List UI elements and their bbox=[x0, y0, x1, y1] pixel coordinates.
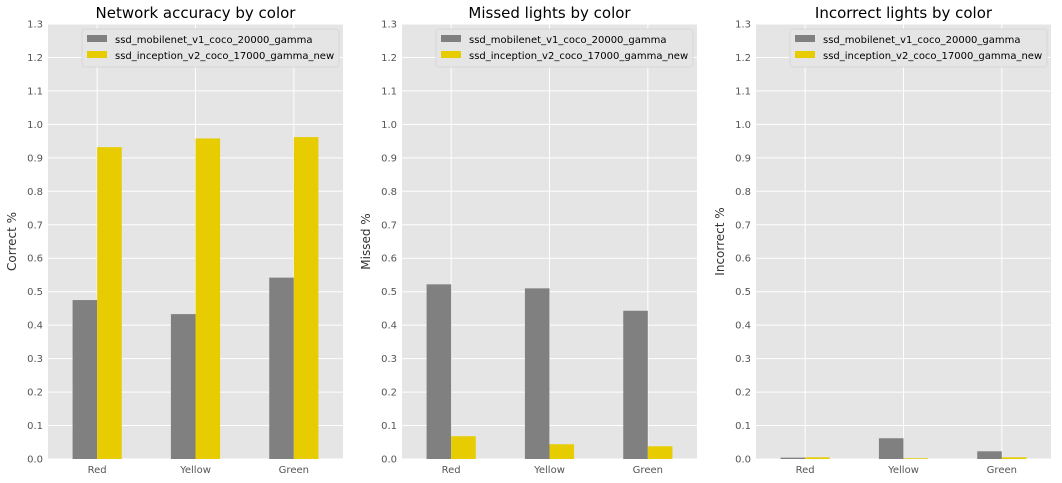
chart-title: Incorrect lights by color bbox=[815, 4, 993, 22]
legend-entry: ssd_inception_v2_coco_17000_gamma_new bbox=[115, 51, 334, 62]
y-tick-label: 0.2 bbox=[381, 388, 397, 399]
y-tick-label: 0.6 bbox=[27, 254, 43, 265]
legend-swatch bbox=[795, 51, 815, 58]
legend-swatch bbox=[441, 51, 461, 58]
y-tick-label: 0.9 bbox=[735, 153, 751, 164]
y-tick-label: 1.3 bbox=[735, 20, 751, 31]
x-tick-label: Red bbox=[442, 465, 461, 476]
y-tick-label: 1.2 bbox=[735, 53, 751, 64]
y-tick-label: 0.1 bbox=[27, 421, 43, 432]
bar-yellow-series-2 bbox=[549, 444, 575, 459]
y-tick-label: 1.3 bbox=[27, 20, 43, 31]
y-tick-label: 0.1 bbox=[735, 421, 751, 432]
y-tick-label: 1.2 bbox=[381, 53, 397, 64]
bar-red-series-1 bbox=[426, 284, 452, 459]
x-tick-label: Yellow bbox=[179, 465, 211, 476]
y-tick-label: 1.3 bbox=[381, 20, 397, 31]
y-tick-label: 0.5 bbox=[735, 287, 751, 298]
y-tick-label: 0.6 bbox=[381, 254, 397, 265]
y-tick-label: 0.0 bbox=[381, 455, 397, 466]
y-tick-label: 0.4 bbox=[27, 321, 43, 332]
bar-yellow-series-2 bbox=[903, 458, 929, 459]
y-tick-label: 0.6 bbox=[735, 254, 751, 265]
y-tick-label: 0.5 bbox=[381, 287, 397, 298]
y-tick-label: 0.3 bbox=[27, 354, 43, 365]
x-tick-label: Green bbox=[987, 465, 1017, 476]
chart-panel-1: 0.0 0.1 0.2 0.3 0.4 0.5 0.6 0.7 0.8 0.9 1.0 1.1 1.2 1… bbox=[5, 4, 343, 476]
y-tick-label: 0.1 bbox=[381, 421, 397, 432]
bar-green-series-2 bbox=[1001, 457, 1027, 459]
x-tick-label: Green bbox=[279, 465, 309, 476]
legend-entry: ssd_inception_v2_coco_17000_gamma_new bbox=[469, 51, 688, 62]
y-tick-label: 0.2 bbox=[27, 388, 43, 399]
legend-box bbox=[435, 28, 694, 68]
y-tick-label: 0.7 bbox=[735, 220, 751, 231]
y-tick-label: 1.0 bbox=[27, 120, 43, 131]
bar-red-series-1 bbox=[780, 457, 806, 459]
y-tick-label: 1.0 bbox=[381, 120, 397, 131]
x-tick-label: Yellow bbox=[887, 465, 919, 476]
y-axis-label: Correct % bbox=[5, 212, 19, 271]
y-axis-label: Missed % bbox=[359, 213, 373, 269]
legend-entry: ssd_inception_v2_coco_17000_gamma_new bbox=[823, 51, 1042, 62]
bar-yellow-series-1 bbox=[524, 288, 550, 459]
legend: ssd_mobilenet_v1_coco_20000_gamma ssd_inc… bbox=[435, 28, 694, 68]
y-tick-label: 1.1 bbox=[27, 86, 43, 97]
bar-yellow-series-1 bbox=[878, 438, 904, 459]
y-tick-label: 0.2 bbox=[735, 388, 751, 399]
y-tick-label: 0.9 bbox=[381, 153, 397, 164]
y-tick-label: 1.1 bbox=[735, 86, 751, 97]
x-tick-label: Yellow bbox=[533, 465, 565, 476]
bar-green-series-1 bbox=[977, 451, 1002, 459]
chart-panel-2: 0.0 0.1 0.2 0.3 0.4 0.5 0.6 0.7 0.8 0.9 1.0 1.1 1.2 1… bbox=[359, 4, 697, 476]
legend-swatch bbox=[87, 51, 107, 58]
y-tick-label: 1.2 bbox=[27, 53, 43, 64]
y-tick-label: 0.0 bbox=[27, 455, 43, 466]
x-tick-label: Green bbox=[633, 465, 663, 476]
x-tick-label: Red bbox=[796, 465, 815, 476]
chart-panel-3: 0.0 0.1 0.2 0.3 0.4 0.5 0.6 0.7 0.8 0.9 1.0 1.1 1.2 1… bbox=[713, 4, 1051, 476]
legend-box bbox=[81, 28, 340, 68]
y-tick-label: 0.4 bbox=[381, 321, 397, 332]
bar-red-series-2 bbox=[451, 436, 476, 459]
bar-green-series-1 bbox=[623, 310, 648, 459]
bar-yellow-series-1 bbox=[170, 314, 196, 459]
legend-swatch bbox=[87, 35, 107, 42]
bar-red-series-2 bbox=[97, 147, 122, 459]
legend-swatch bbox=[441, 35, 461, 42]
bar-red-series-2 bbox=[805, 457, 830, 459]
legend-entry: ssd_mobilenet_v1_coco_20000_gamma bbox=[115, 35, 313, 46]
bar-green-series-2 bbox=[293, 137, 319, 459]
legend-swatch bbox=[795, 35, 815, 42]
y-tick-label: 0.8 bbox=[27, 187, 43, 198]
bar-green-series-2 bbox=[647, 446, 673, 459]
y-tick-label: 0.7 bbox=[27, 220, 43, 231]
legend: ssd_mobilenet_v1_coco_20000_gamma ssd_inc… bbox=[81, 28, 340, 68]
x-tick-label: Red bbox=[88, 465, 107, 476]
y-tick-label: 0.8 bbox=[735, 187, 751, 198]
chart-title: Network accuracy by color bbox=[96, 4, 297, 22]
legend-entry: ssd_mobilenet_v1_coco_20000_gamma bbox=[823, 35, 1021, 46]
y-tick-label: 0.0 bbox=[735, 455, 751, 466]
y-tick-label: 0.7 bbox=[381, 220, 397, 231]
legend: ssd_mobilenet_v1_coco_20000_gamma ssd_inc… bbox=[789, 28, 1048, 68]
y-tick-label: 0.5 bbox=[27, 287, 43, 298]
legend-entry: ssd_mobilenet_v1_coco_20000_gamma bbox=[469, 35, 667, 46]
bar-yellow-series-2 bbox=[195, 138, 221, 459]
chart-title: Missed lights by color bbox=[468, 4, 631, 22]
y-tick-label: 0.8 bbox=[381, 187, 397, 198]
bar-red-series-1 bbox=[72, 300, 98, 459]
y-tick-label: 0.3 bbox=[735, 354, 751, 365]
y-tick-label: 0.4 bbox=[735, 321, 751, 332]
y-tick-label: 0.3 bbox=[381, 354, 397, 365]
y-axis-label: Incorrect % bbox=[713, 207, 727, 275]
bar-green-series-1 bbox=[269, 277, 294, 459]
y-tick-label: 0.9 bbox=[27, 153, 43, 164]
y-tick-label: 1.1 bbox=[381, 86, 397, 97]
y-tick-label: 1.0 bbox=[735, 120, 751, 131]
legend-box bbox=[789, 28, 1048, 68]
